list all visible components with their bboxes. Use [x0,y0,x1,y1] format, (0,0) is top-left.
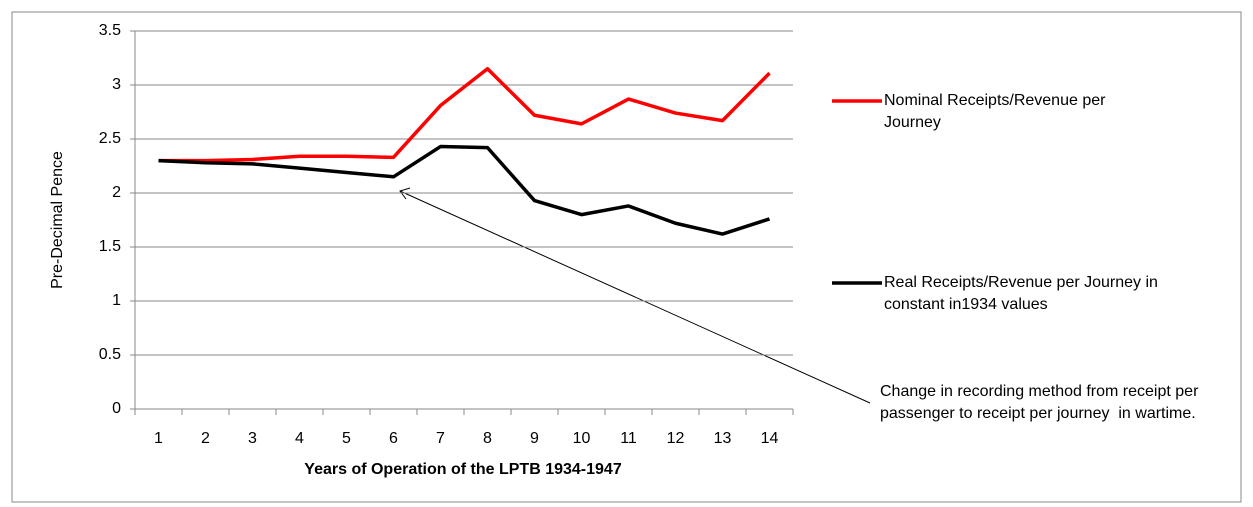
x-tick-label: 7 [436,430,445,447]
x-tick-label: 14 [761,430,779,447]
x-tick-label: 8 [483,430,492,447]
series-line [158,144,771,236]
y-tick-label: 2 [112,184,121,201]
x-tick-label: 6 [389,430,398,447]
x-tick-label: 3 [248,430,257,447]
y-tick-label: 0 [112,400,121,417]
chart-frame [11,11,1242,503]
x-axis-title: Years of Operation of the LPTB 1934-1947 [304,461,622,478]
x-tick-label: 12 [667,430,685,447]
y-tick-label: 2.5 [99,130,121,147]
annotation-arrow [399,190,871,404]
series-line [158,67,771,163]
y-tick-label: 1.5 [99,238,121,255]
legend-label: Real Receipts/Revenue per Journey in con… [884,274,1163,313]
x-tick-label: 11 [620,430,637,447]
legend-label: Nominal Receipts/Revenue per Journey [884,92,1110,131]
x-tick-label: 9 [530,430,539,447]
y-tick-label: 3.5 [99,22,121,39]
y-tick-label: 3 [112,76,121,93]
x-tick-label: 1 [154,430,163,447]
x-tick-label: 2 [201,430,210,447]
x-tick-label: 10 [573,430,591,447]
x-tick-label: 4 [295,430,304,447]
annotation: Change in recording method from receipt … [880,383,1203,422]
x-tick-label: 5 [342,430,351,447]
y-tick-label: 1 [112,292,121,309]
annotation-arrowhead [399,187,411,200]
x-tick-label: 13 [714,430,732,447]
y-tick-label: 0.5 [99,346,121,363]
y-axis-title: Pre-Decimal Pence [49,151,66,289]
